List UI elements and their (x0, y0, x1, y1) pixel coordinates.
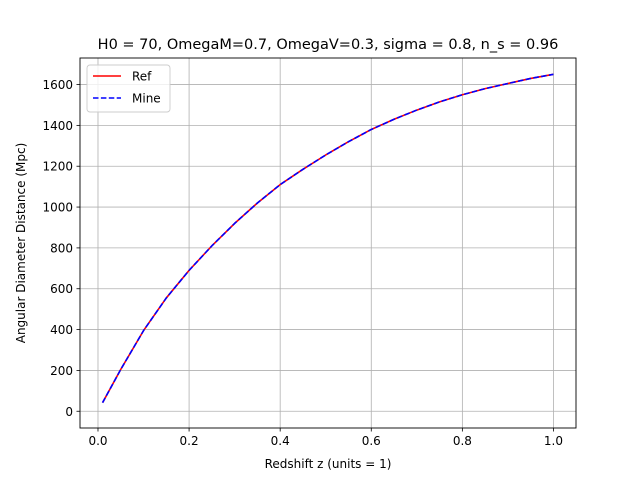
y-tick-label: 1000 (42, 201, 73, 215)
series-line-mine (101, 73, 554, 404)
y-axis-label: Angular Diameter Distance (Mpc) (14, 143, 28, 344)
x-tick-label: 1.0 (544, 434, 563, 448)
grid (80, 58, 576, 428)
legend-label-ref: Ref (132, 70, 152, 84)
x-tick-label: 0.8 (453, 434, 472, 448)
y-tick-label: 400 (50, 323, 73, 337)
x-axis-label: Redshift z (units = 1) (265, 457, 392, 471)
y-tick-label: 200 (50, 364, 73, 378)
y-tick-label: 1400 (42, 119, 73, 133)
x-tick-label: 0.4 (271, 434, 290, 448)
x-tick-label: 0.2 (180, 434, 199, 448)
x-axis-ticks: 0.0 0.2 0.4 0.6 0.8 1.0 (88, 428, 563, 448)
chart-title: H0 = 70, OmegaM=0.7, OmegaV=0.3, sigma =… (98, 37, 559, 53)
plot-frame (79, 57, 577, 429)
y-tick-label: 600 (50, 282, 73, 296)
series-lines (101, 73, 554, 404)
legend: Ref Mine (86, 64, 171, 113)
x-tick-label: 0.0 (88, 434, 107, 448)
y-axis-ticks: 0 200 400 600 800 1000 1200 1400 1600 (42, 78, 80, 419)
y-tick-label: 800 (50, 241, 73, 255)
x-tick-label: 0.6 (362, 434, 381, 448)
legend-label-mine: Mine (132, 92, 161, 106)
y-tick-label: 0 (65, 405, 73, 419)
series-line-ref (101, 73, 554, 404)
y-tick-label: 1200 (42, 160, 73, 174)
y-tick-label: 1600 (42, 78, 73, 92)
